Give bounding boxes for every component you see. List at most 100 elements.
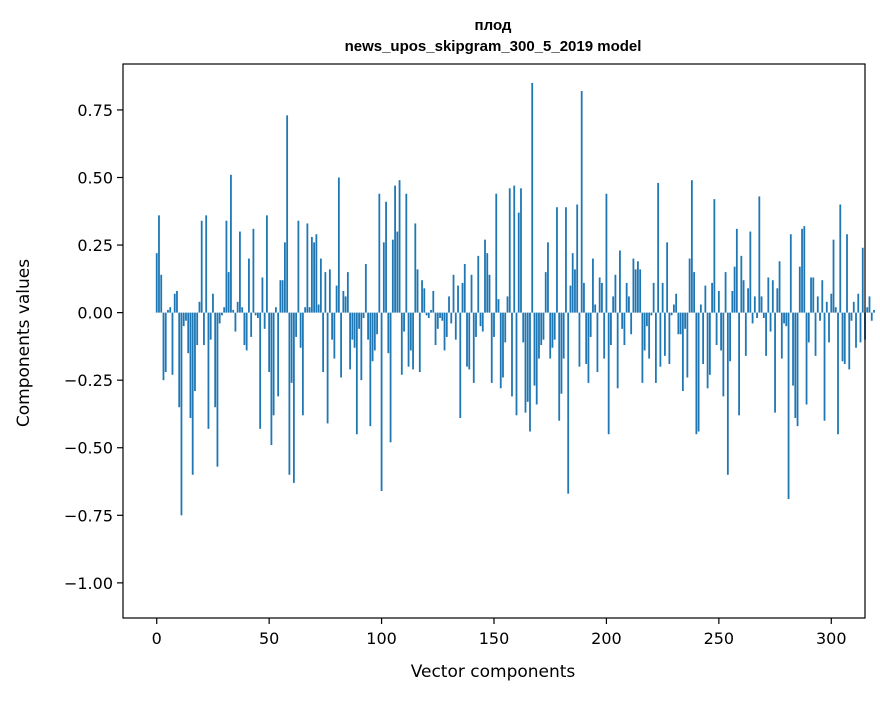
bar-99 [378,193,381,313]
bar-107 [396,231,399,313]
bar-175 [549,312,552,359]
bar-303 [837,312,839,435]
bar-105 [391,239,394,313]
bar-106 [394,185,396,313]
y-tick-label: −1.00 [64,574,113,593]
bar-162 [520,188,522,313]
bar-133 [454,312,457,340]
bar-224 [659,312,662,367]
bar-304 [839,204,842,313]
bar-58 [286,115,289,313]
bar-65 [301,312,304,416]
bar-145 [481,312,484,332]
bar-286 [798,266,801,313]
y-tick-label: 0.75 [77,101,113,120]
bar-294 [816,296,819,313]
bar-310 [852,301,855,313]
bar-61 [292,312,295,483]
bar-67 [306,223,309,313]
bar-249 [715,312,718,346]
x-tick-label: 250 [704,629,735,648]
bar-203 [612,296,615,313]
bar-30 [223,307,226,313]
bar-308 [848,312,851,370]
y-tick-label: 0.50 [77,169,113,188]
bar-316 [866,307,869,313]
bar-51 [270,312,273,446]
bar-233 [679,312,682,335]
bar-226 [663,312,666,356]
bar-81 [337,177,340,313]
bar-176 [551,312,554,348]
bar-11 [180,312,183,516]
bar-292 [812,277,815,313]
bar-282 [789,234,792,313]
bar-265 [751,312,754,324]
bar-287 [801,228,803,313]
bar-192 [587,312,590,383]
bar-135 [459,312,462,419]
bar-88 [353,312,356,348]
bar-70 [313,242,316,313]
bar-252 [722,312,725,397]
bar-90 [358,312,360,329]
bar-312 [857,293,860,313]
x-axis-label: Vector components [411,662,576,682]
bar-250 [717,291,720,313]
bar-202 [610,312,612,346]
bar-0 [155,253,158,313]
bar-125 [436,312,439,329]
bar-17 [194,312,196,391]
bar-237 [688,258,691,313]
bar-4 [164,312,167,373]
bar-2 [160,274,163,313]
bar-104 [389,312,392,443]
bar-181 [562,312,565,359]
bar-63 [297,220,300,313]
bar-207 [621,312,624,329]
bar-170 [538,312,540,359]
bar-228 [668,312,671,364]
bar-234 [681,312,684,391]
bar-118 [421,280,423,313]
bar-220 [650,312,653,316]
bar-156 [506,296,509,313]
bar-258 [735,228,738,313]
bar-87 [351,312,354,340]
bar-6 [169,307,172,313]
bar-96 [371,312,374,362]
bar-93 [364,263,367,313]
bar-184 [569,285,572,313]
bar-217 [643,312,646,351]
bar-132 [452,274,455,313]
bar-101 [382,242,385,313]
bar-129 [445,312,448,337]
bar-46 [259,312,262,429]
chart-title-line2: news_upos_skipgram_300_5_2019 model [345,38,642,55]
bar-140 [470,274,473,313]
bar-267 [756,312,758,319]
bar-313 [859,312,862,343]
bar-72 [317,304,320,313]
x-tick-label: 100 [366,629,397,648]
bar-182 [565,207,567,313]
bar-155 [504,312,507,343]
bar-222 [654,312,657,383]
bar-21 [203,312,205,346]
bar-209 [625,282,628,313]
bar-9 [176,291,178,313]
y-tick-label: −0.50 [64,439,113,458]
bar-117 [418,312,421,373]
bar-32 [227,272,230,313]
bar-239 [693,272,696,313]
bar-97 [373,312,376,351]
bar-191 [585,312,588,364]
bar-28 [218,312,221,324]
bar-59 [288,312,291,475]
bar-109 [400,312,403,375]
bar-221 [652,282,655,313]
bar-12 [182,312,185,327]
bar-271 [765,312,767,356]
